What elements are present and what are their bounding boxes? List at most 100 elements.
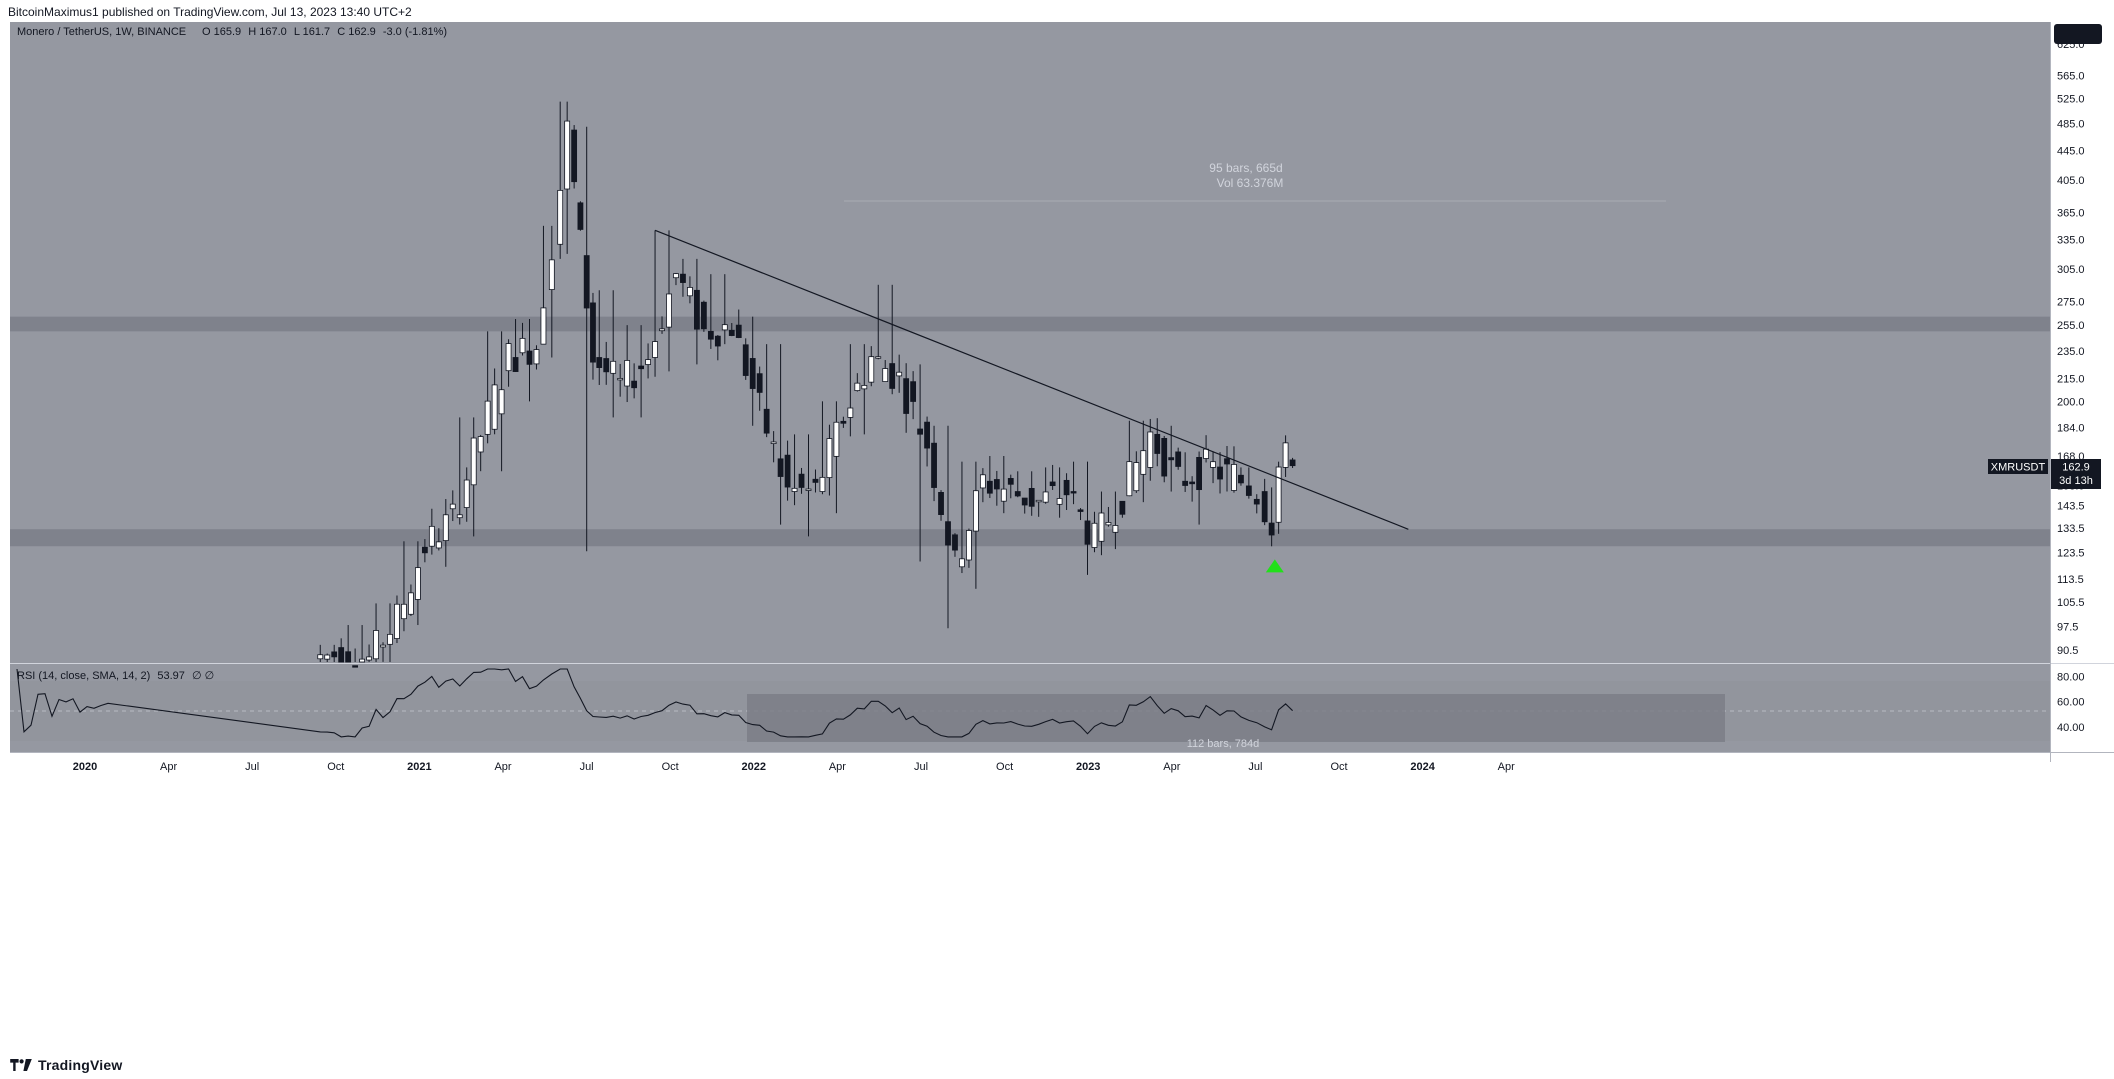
candle-bear [756,373,763,393]
candle-bull [1126,461,1133,497]
candle-bear [777,458,784,477]
candle-bear [338,647,345,663]
price-axis-tick: 335.0 [2057,235,2085,247]
time-axis-tick: Oct [1330,761,1347,773]
candle-bull [387,633,393,645]
legend-ohlc: O 165.9 H 167.0 L 161.7 C 162.9 -3.0 (-1… [202,26,447,38]
measure-top-bars: 95 bars, 665d [1209,161,1282,175]
candle-bull [1231,464,1237,491]
candle-bull [1133,462,1140,492]
candle-bull [882,368,889,382]
candle-bear [1168,457,1175,461]
price-axis-tick: 525.0 [2057,94,2085,106]
rsi-legend-extra: ∅ ∅ [192,670,214,682]
price-axis-tick: 113.5 [2057,574,2084,586]
candle-bear [840,420,847,424]
price-axis-tick: 235.0 [2057,346,2085,358]
price-axis-tick: 445.0 [2057,146,2085,158]
candle-bear [707,330,714,340]
candle-bear [784,454,791,488]
candle-bull [1210,461,1216,468]
price-axis-tick: 565.0 [2057,71,2085,83]
horizontal-zones [10,316,2050,547]
candle-bear [352,665,359,668]
candle-bull [791,487,798,492]
time-axis[interactable]: 2020 Apr Jul Oct 2021 Apr Jul Oct 2022 Apr Jul Oct 2… [73,761,1515,773]
candle-bull [868,356,875,383]
time-axis-tick: Jul [1248,761,1262,773]
candle-bull [519,337,526,354]
legend-change: -3.0 (-1.81%) [383,26,447,38]
price-axis-tick: 255.0 [2057,320,2085,332]
candle-bear [993,479,1000,490]
rsi-axis-tick: 80.00 [2057,672,2085,684]
candle-bear [1268,522,1275,536]
candle-bear [577,202,584,230]
legend-l-value: 161.7 [303,26,331,38]
time-axis-tick: 2021 [407,761,431,773]
candle-bull [1105,522,1112,526]
price-tag-symbol-box [1988,459,2048,474]
candle-bull [408,592,414,615]
candle-bull [652,341,658,358]
candle-bull [966,530,972,561]
rsi-axis[interactable]: 80.00 60.00 40.00 [2057,672,2085,734]
candle-bull [394,603,400,639]
rsi-line [16,668,1293,738]
candle-bear [1261,491,1268,523]
legend-h-label: H [248,26,256,38]
candle-bear [1217,466,1223,480]
candle-bear [1289,459,1296,467]
chart[interactable]: 95 bars, 665d Vol 63.376M 625.0565.0525.… [10,22,2114,1052]
candle-bear [1014,491,1021,497]
candle-bull [819,476,826,492]
candle-bull [317,654,324,660]
candle-bull [973,490,979,532]
candle-bull [1282,442,1289,468]
candle-bull [533,349,540,365]
candle-bull [847,407,854,418]
candle-bear [1063,479,1070,496]
candle-bear [938,492,944,515]
candle-bull [1098,512,1105,542]
price-axis[interactable]: 625.0565.0525.0485.0445.0405.0365.0335.0… [2057,39,2085,657]
descending-trendline[interactable] [654,229,1409,530]
candle-bull [366,656,372,661]
candle-bear [910,381,917,402]
candle-bear [603,358,610,373]
price-axis-tick: 215.0 [2057,374,2085,386]
rsi-legend: RSI (14, close, SMA, 14, 2) 53.97 ∅ ∅ [17,670,214,682]
candle-bull [1042,491,1049,503]
legend-c-value: 162.9 [348,26,376,38]
candle-bull [324,654,331,660]
candle-bull [414,567,421,600]
candle-bear [986,480,993,494]
time-axis-tick: Jul [245,761,259,773]
candle-bull [435,541,442,549]
candle-bear [512,357,519,372]
time-axis-tick: 2020 [73,761,97,773]
candle-bear [1028,487,1035,507]
candle-bull [442,514,449,541]
candle-bear [631,380,638,389]
price-tag-price-box [2051,459,2101,489]
candle-bull [610,360,617,374]
candle-bear [742,344,749,376]
candle-bear [952,534,958,551]
candle-bear [1245,485,1252,496]
price-axis-tick: 133.5 [2057,523,2085,535]
candle-bear [1253,498,1260,505]
candle-bear [889,363,896,389]
candle-bear [1077,509,1084,512]
candle-bear [700,301,707,330]
candle-bull [854,382,861,391]
trendline-layer[interactable] [654,229,1409,573]
candle-bull [617,377,624,381]
candle-bear [1049,481,1056,487]
time-axis-tick: Apr [829,761,846,773]
support-zone [10,529,2050,547]
candle-bear [596,357,603,368]
legend-h-value: 167.0 [259,26,287,38]
price-tag-price: 162.9 [2062,462,2090,474]
time-axis-tick: 2023 [1076,761,1100,773]
